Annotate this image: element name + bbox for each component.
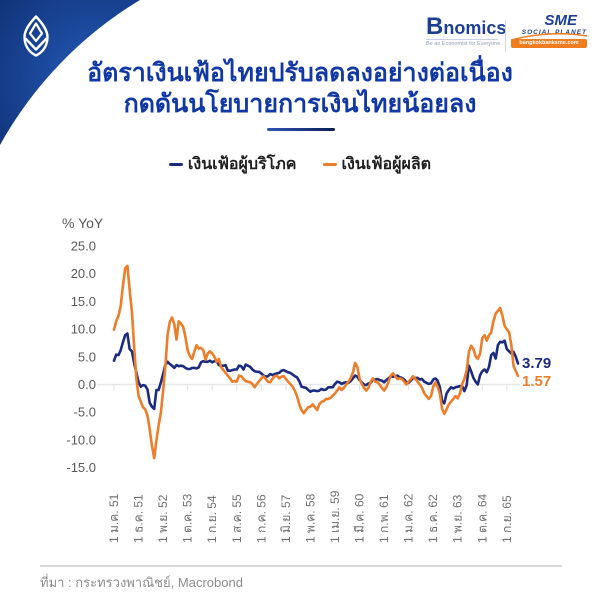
y-axis-unit-label: % YoY bbox=[62, 215, 104, 231]
y-axis-tick-label: -10.0 bbox=[66, 432, 96, 447]
y-axis-tick-label: 10.0 bbox=[71, 322, 96, 337]
bnomics-initial: B bbox=[426, 13, 444, 40]
x-axis-tick-label: 1 ม.ค. 51 bbox=[107, 493, 121, 543]
ppi-end-value-label: 1.57 bbox=[522, 373, 552, 390]
y-axis-tick-label: 0.0 bbox=[78, 377, 96, 392]
x-axis-tick-label: 1 พ.ย. 52 bbox=[156, 494, 170, 543]
sme-wordmark: SME bbox=[544, 12, 577, 29]
sme-swoosh-icon bbox=[510, 33, 588, 41]
logo-divider bbox=[505, 20, 506, 52]
legend-item-cpi: เงินเฟ้อผู้บริโภค bbox=[168, 152, 297, 177]
inflation-line-chart: 25.0 20.0 15.0 10.0 5.0 0.0 -5.0 -10.0 -15.0 1 ม.… bbox=[66, 239, 520, 543]
sme-social-planet-logo: SME SOCIAL PLANET bangkokbanksme.com bbox=[510, 12, 588, 48]
series-line-cpi bbox=[112, 332, 520, 411]
x-axis-tick-label: 1 ส.ค. 55 bbox=[230, 494, 244, 543]
x-axis-tick-label: 1 ก.ค. 56 bbox=[254, 494, 268, 543]
x-axis-tick-label: 1 ธ.ค. 51 bbox=[132, 494, 146, 543]
y-axis-tick-label: 15.0 bbox=[71, 294, 96, 309]
title-divider bbox=[267, 128, 335, 131]
bangkok-bank-lotus-icon bbox=[23, 15, 49, 57]
source-note: ที่มา : กระทรวงพาณิชย์, Macrobond bbox=[40, 575, 243, 590]
y-axis-tick-label: -15.0 bbox=[66, 460, 96, 475]
legend-item-ppi: เงินเฟ้อผู้ผลิต bbox=[322, 152, 432, 177]
x-axis-tick-label: 1 ก.ย. 65 bbox=[500, 495, 514, 543]
y-axis-tick-label: 5.0 bbox=[78, 349, 96, 364]
x-axis-tick-label: 1 ก.พ. 61 bbox=[377, 494, 391, 543]
sme-url-badge: bangkokbanksme.com bbox=[511, 39, 587, 48]
x-axis-tick-label: 1 พ.ค. 58 bbox=[303, 493, 317, 543]
sme-subtitle: SOCIAL PLANET bbox=[521, 29, 587, 36]
x-axis-tick-label: 1 ก.ย. 54 bbox=[205, 495, 219, 543]
x-axis-tick-label: 1 ม.ค. 62 bbox=[402, 493, 416, 543]
y-axis-tick-label: -5.0 bbox=[74, 405, 96, 420]
ppi-line-swatch bbox=[322, 162, 337, 167]
x-axis-tick-label: 1 มิ.ย. 57 bbox=[279, 494, 293, 543]
y-axis-tick-label: 20.0 bbox=[71, 266, 96, 281]
x-axis-tick-label: 1 พ.ย. 63 bbox=[451, 494, 465, 543]
bnomics-wordmark: Bnomics bbox=[426, 13, 506, 40]
x-axis-tick-label: 1 มี.ค. 60 bbox=[353, 493, 367, 543]
y-axis-tick-label: 25.0 bbox=[71, 239, 96, 254]
header-corner-shape bbox=[0, 0, 140, 145]
x-axis-tick-label: 1 ต.ค. 64 bbox=[475, 493, 489, 543]
cpi-line-swatch bbox=[168, 162, 183, 167]
bnomics-rest: nomics bbox=[443, 18, 507, 38]
x-axis-tick-label: 1 ธ.ค. 62 bbox=[426, 494, 440, 543]
bnomics-logo: Bnomics Be an Economist for Everyone bbox=[426, 13, 506, 47]
page-title: อัตราเงินเฟ้อไทยปรับลดลงอย่างต่อเนื่อง ก… bbox=[0, 58, 600, 120]
chart-legend: เงินเฟ้อผู้บริโภค เงินเฟ้อผู้ผลิต bbox=[0, 152, 600, 177]
footer-divider bbox=[40, 565, 562, 567]
x-axis-tick-label: 1 เม.ย. 59 bbox=[328, 490, 342, 543]
cpi-end-value-label: 3.79 bbox=[522, 355, 552, 372]
legend-label-cpi: เงินเฟ้อผู้บริโภค bbox=[187, 156, 297, 173]
title-line-2: กดดันนโยบายการเงินไทยน้อยลง bbox=[123, 90, 477, 118]
title-line-1: อัตราเงินเฟ้อไทยปรับลดลงอย่างต่อเนื่อง bbox=[87, 59, 513, 87]
x-axis-tick-label: 1 ต.ค. 53 bbox=[181, 493, 195, 543]
corner-background bbox=[0, 0, 140, 145]
legend-label-ppi: เงินเฟ้อผู้ผลิต bbox=[341, 156, 432, 173]
series-line-ppi bbox=[112, 264, 520, 460]
bnomics-tagline: Be an Economist for Everyone bbox=[426, 39, 501, 47]
